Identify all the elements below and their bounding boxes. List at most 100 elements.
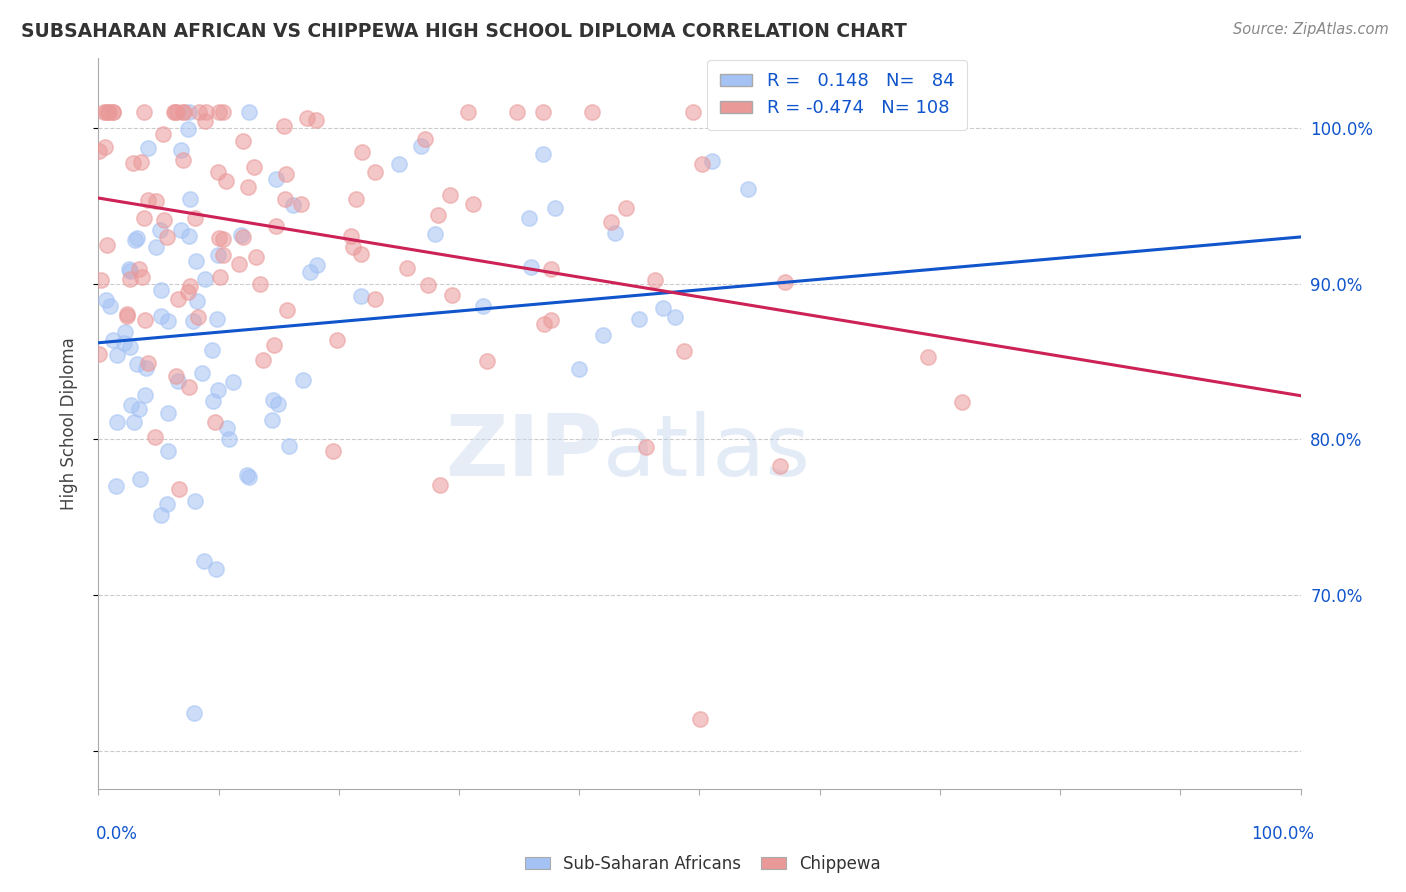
Point	[145, 240, 167, 254]
Point	[127, 357, 149, 371]
Point	[388, 157, 411, 171]
Point	[737, 182, 759, 196]
Point	[184, 253, 207, 268]
Point	[150, 283, 173, 297]
Point	[273, 192, 295, 206]
Point	[128, 472, 150, 486]
Point	[264, 219, 287, 233]
Point	[134, 211, 156, 226]
Point	[177, 380, 200, 394]
Point	[183, 706, 205, 720]
Point	[169, 482, 191, 496]
Text: Source: ZipAtlas.com: Source: ZipAtlas.com	[1233, 22, 1389, 37]
Point	[222, 376, 245, 390]
Point	[238, 105, 260, 120]
Point	[120, 272, 142, 286]
Point	[183, 211, 205, 225]
Point	[195, 105, 218, 120]
Point	[201, 343, 224, 358]
Point	[281, 198, 304, 212]
Point	[124, 233, 146, 247]
Point	[193, 554, 215, 568]
Point	[273, 119, 295, 133]
Point	[773, 275, 796, 289]
Point	[136, 141, 159, 155]
Point	[278, 438, 301, 452]
Point	[276, 303, 298, 318]
Point	[97, 105, 120, 120]
Point	[96, 237, 118, 252]
Point	[155, 230, 177, 244]
Text: atlas: atlas	[603, 411, 811, 494]
Point	[769, 458, 792, 473]
Point	[917, 351, 939, 365]
Point	[228, 257, 250, 271]
Point	[605, 227, 627, 241]
Point	[540, 261, 562, 276]
Point	[204, 562, 226, 576]
Point	[350, 247, 373, 261]
Point	[531, 105, 554, 120]
Point	[232, 229, 254, 244]
Point	[128, 262, 150, 277]
Point	[156, 444, 179, 458]
Point	[644, 273, 666, 287]
Point	[364, 165, 387, 179]
Point	[172, 153, 194, 167]
Point	[105, 478, 128, 492]
Point	[194, 272, 217, 286]
Point	[172, 105, 194, 120]
Point	[170, 144, 193, 158]
Point	[614, 201, 637, 215]
Point	[600, 215, 623, 229]
Point	[163, 105, 186, 120]
Point	[115, 310, 138, 324]
Point	[177, 285, 200, 299]
Point	[97, 105, 120, 120]
Point	[165, 368, 187, 383]
Point	[212, 232, 235, 246]
Point	[229, 228, 252, 243]
Point	[184, 494, 207, 508]
Point	[342, 240, 364, 254]
Text: ZIP: ZIP	[446, 411, 603, 494]
Point	[167, 293, 190, 307]
Point	[156, 497, 179, 511]
Point	[673, 344, 696, 359]
Point	[129, 155, 152, 169]
Legend: R =   0.148   N=   84, R = -0.474   N= 108: R = 0.148 N= 84, R = -0.474 N= 108	[707, 60, 967, 130]
Point	[475, 354, 498, 368]
Point	[472, 300, 495, 314]
Point	[105, 415, 128, 429]
Point	[950, 395, 973, 409]
Point	[186, 294, 208, 309]
Point	[122, 415, 145, 429]
Point	[90, 273, 112, 287]
Point	[426, 208, 449, 222]
Point	[218, 433, 240, 447]
Point	[568, 362, 591, 376]
Text: SUBSAHARAN AFRICAN VS CHIPPEWA HIGH SCHOOL DIPLOMA CORRELATION CHART: SUBSAHARAN AFRICAN VS CHIPPEWA HIGH SCHO…	[21, 22, 907, 41]
Point	[664, 310, 686, 325]
Point	[531, 147, 554, 161]
Point	[202, 394, 225, 409]
Point	[118, 264, 141, 278]
Point	[242, 160, 264, 174]
Point	[264, 172, 287, 186]
Legend: Sub-Saharan Africans, Chippewa: Sub-Saharan Africans, Chippewa	[519, 848, 887, 880]
Point	[191, 366, 214, 380]
Point	[187, 310, 209, 325]
Point	[208, 230, 231, 244]
Point	[145, 194, 167, 208]
Point	[252, 353, 274, 368]
Point	[517, 211, 540, 225]
Point	[121, 156, 143, 170]
Point	[326, 334, 349, 348]
Point	[682, 105, 704, 120]
Point	[145, 430, 167, 444]
Point	[413, 132, 436, 146]
Y-axis label: High School Diploma: High School Diploma	[59, 337, 77, 510]
Point	[153, 213, 176, 227]
Point	[540, 312, 562, 326]
Point	[105, 347, 128, 361]
